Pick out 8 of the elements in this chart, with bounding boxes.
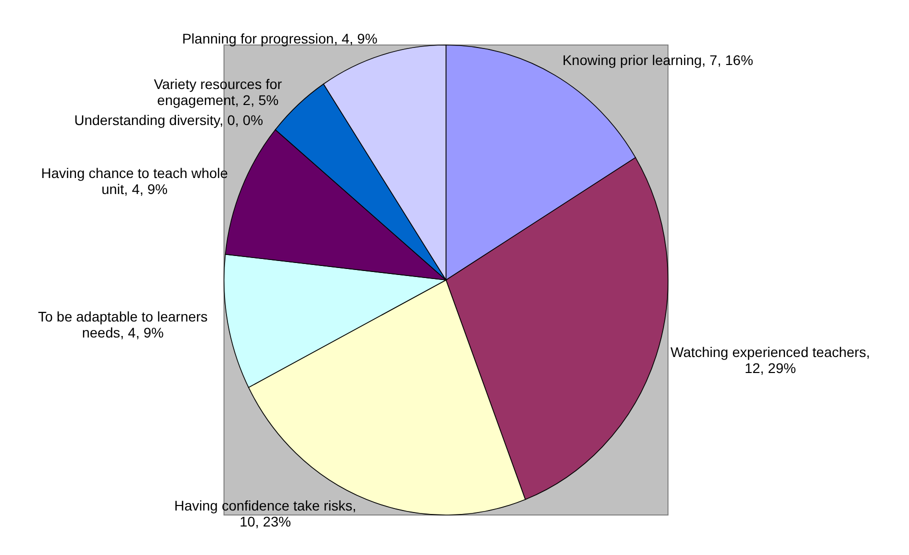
slice-label: Knowing prior learning, 7, 16% [562,52,754,68]
slice-label: To be adaptable to learners needs, 4, 9% [38,308,208,341]
slice-label: Having confidence take risks, 10, 23% [174,497,356,530]
slice-label: Planning for progression, 4, 9% [182,30,378,47]
slice-label: Variety resources for engagement, 2, 5% [154,76,282,108]
category-label: Understanding diversity, 0, 0% [74,112,264,128]
slice-label: Watching experienced teachers, 12, 29% [670,344,870,376]
slice-label: Having chance to teach whole unit, 4, 9% [41,164,228,197]
